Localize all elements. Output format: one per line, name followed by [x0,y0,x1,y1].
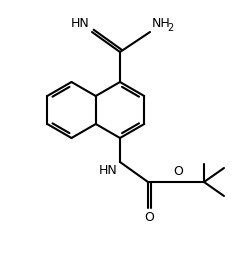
Text: O: O [173,165,183,178]
Text: O: O [144,211,154,224]
Text: NH: NH [152,17,171,30]
Text: HN: HN [98,164,117,177]
Text: 2: 2 [167,23,173,33]
Text: HN: HN [70,17,89,30]
